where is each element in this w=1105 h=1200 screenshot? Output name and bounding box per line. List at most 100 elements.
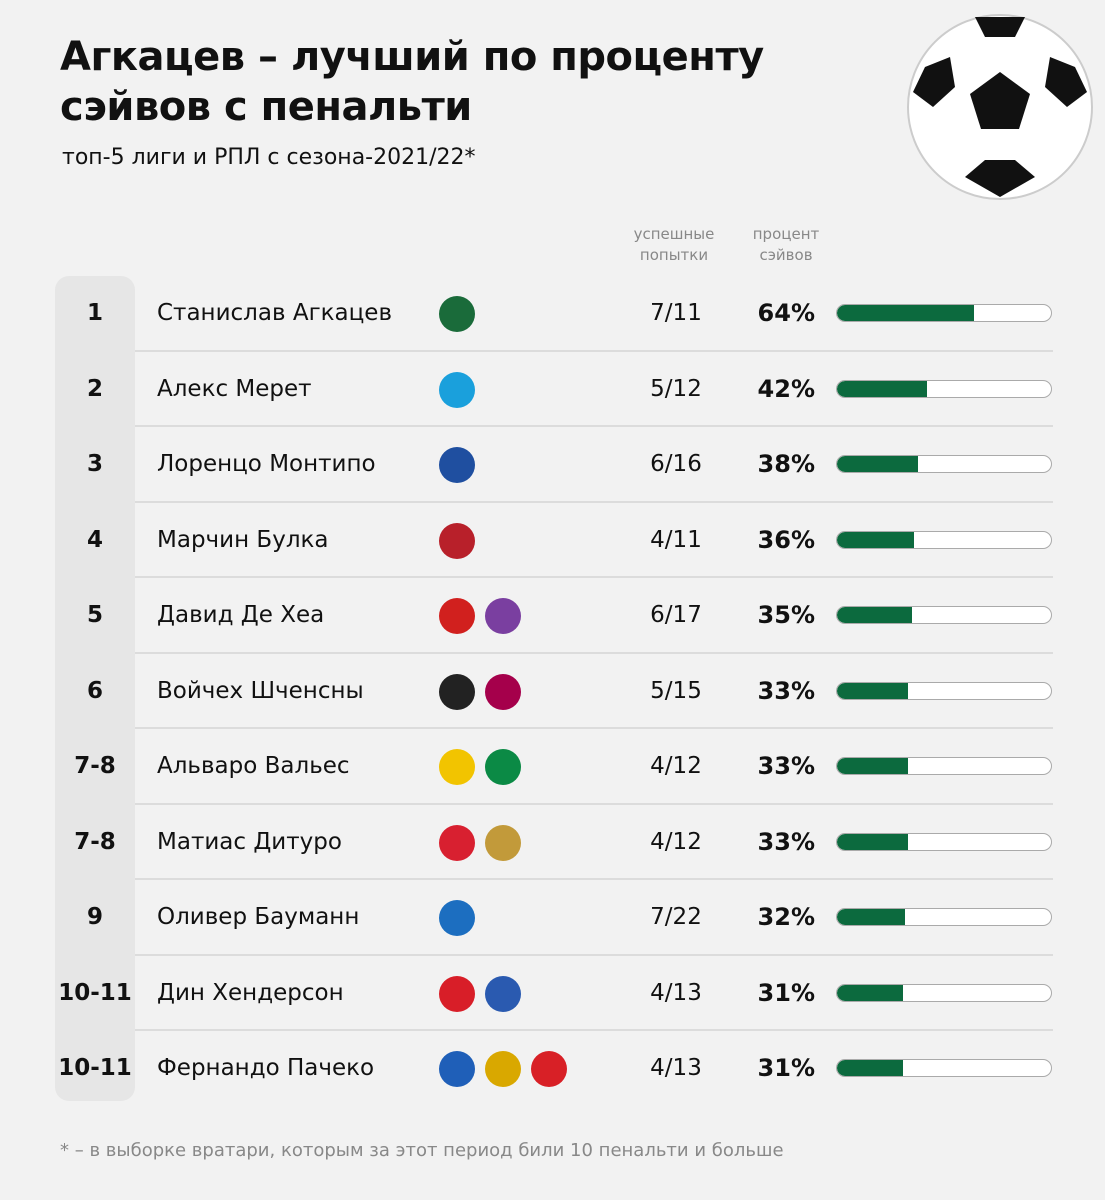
table-row: 9 Оливер Бауманн 7/22 32% [55,880,1053,956]
save-percent: 38% [757,450,815,478]
bar-track [836,983,1052,1002]
attempts: 4/13 [650,1055,702,1081]
row-separator [135,802,1053,805]
row-separator [135,1029,1053,1031]
bar [837,833,908,850]
bar [837,984,904,1001]
save-percent: 33% [757,752,815,780]
club-logo [439,522,475,559]
club-logo [485,975,521,1012]
footnote: * – в выборке вратари, которым за этот п… [60,1140,784,1161]
bar [837,456,919,472]
bar [837,909,906,925]
save-percent: 33% [757,676,815,705]
player-name: Станислав Агкацев [157,300,393,326]
bar [837,305,974,321]
player-name: Матиас Дитуро [157,828,342,855]
player-name: Лоренцо Монтипо [157,451,376,477]
save-percent: 31% [757,978,815,1007]
rank: 9 [86,904,103,930]
rank: 6 [86,677,103,704]
rank: 7-8 [74,828,116,855]
player-name: Оливер Бауманн [157,904,360,930]
bar [837,531,915,548]
club-logo [485,824,521,861]
player-name: Алекс Мерет [157,375,312,402]
bar [837,1060,904,1076]
column-header: успешные попытки [633,225,715,264]
player-name: Марчин Булка [157,526,329,553]
save-percent: 33% [757,827,815,856]
club-logo [485,1051,521,1087]
bar-track [836,1059,1052,1077]
club-logo [485,749,521,785]
row-separator [135,576,1053,578]
subtitle: топ-5 лиги и РПЛ с сезона-2021/22* [62,145,476,170]
attempts: 5/12 [650,375,702,402]
rank: 10-11 [58,1055,132,1081]
rank: 4 [86,526,103,553]
club-logo [439,447,475,483]
club-logo [439,296,475,332]
bar [837,607,912,623]
club-logo [485,598,521,634]
player-name: Войчех Шченсны [157,677,364,704]
table-row: 10-11 Дин Хендерсон 4/13 31% [55,956,1053,1031]
rank: 2 [86,375,103,402]
row-separator [135,651,1053,654]
table-row: 1 Станислав Агкацев 7/11 64% [55,276,1053,352]
table-row: 5 Давид Де Хеа 6/17 35% [55,578,1053,654]
soccer-ball [907,14,1093,200]
bar-track [836,908,1052,926]
attempts: 6/16 [650,451,702,477]
club-logo [439,900,475,936]
attempts: 4/11 [650,526,702,553]
row-separator [135,425,1053,427]
rank: 7-8 [74,753,116,779]
save-percent: 36% [757,525,815,554]
rank: 3 [86,451,103,477]
title: Агкацев – лучший по проценту сэйвов с пе… [60,34,764,130]
player-name: Дин Хендерсон [157,979,344,1006]
bar [837,380,927,397]
bar-track [836,379,1052,398]
bar-track [836,455,1052,473]
save-percent: 64% [757,299,815,327]
attempts: 7/22 [650,904,702,930]
attempts: 4/13 [650,979,702,1006]
bar-track [836,832,1052,851]
player-name: Давид Де Хеа [157,602,325,628]
rank: 10-11 [58,979,132,1006]
save-percent: 31% [757,1054,815,1082]
club-logo [439,598,475,634]
bar-track [836,606,1052,624]
attempts: 4/12 [650,828,702,855]
row-separator [135,349,1053,352]
club-logo [485,673,521,710]
bar-track [836,304,1052,322]
row-separator [135,500,1053,503]
club-logo [439,749,475,785]
column-header: процент сэйвов [752,225,820,264]
row-separator [135,878,1053,880]
player-name: Альваро Вальес [157,753,350,779]
row-separator [135,727,1053,729]
attempts: 7/11 [650,300,702,326]
club-logo [439,824,475,861]
table-row: 4 Марчин Булка 4/11 36% [55,503,1053,578]
rank: 5 [86,602,103,628]
player-name: Фернандо Пачеко [157,1055,375,1081]
save-percent: 35% [757,601,815,629]
attempts: 4/12 [650,753,702,779]
bar-track [836,530,1052,549]
table-row: 3 Лоренцо Монтипо 6/16 38% [55,427,1053,503]
club-logo [439,975,475,1012]
club-logo [531,1051,567,1087]
row-separator [135,953,1053,956]
bar [837,682,908,699]
attempts: 5/15 [650,677,702,704]
table-row: 6 Войчех Шченсны 5/15 33% [55,654,1053,729]
table-row: 2 Алекс Мерет 5/12 42% [55,352,1053,427]
bar-track [836,681,1052,700]
